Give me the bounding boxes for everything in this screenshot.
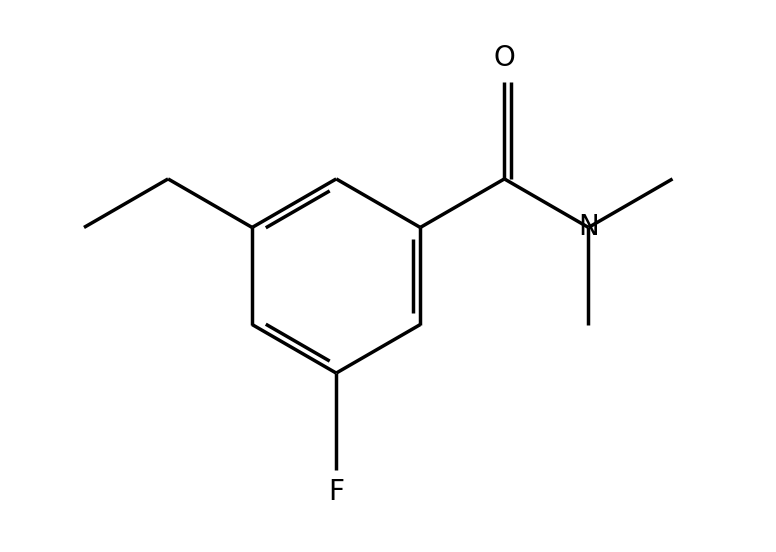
Text: N: N xyxy=(578,214,599,241)
Text: O: O xyxy=(494,44,515,72)
Text: F: F xyxy=(328,478,345,506)
